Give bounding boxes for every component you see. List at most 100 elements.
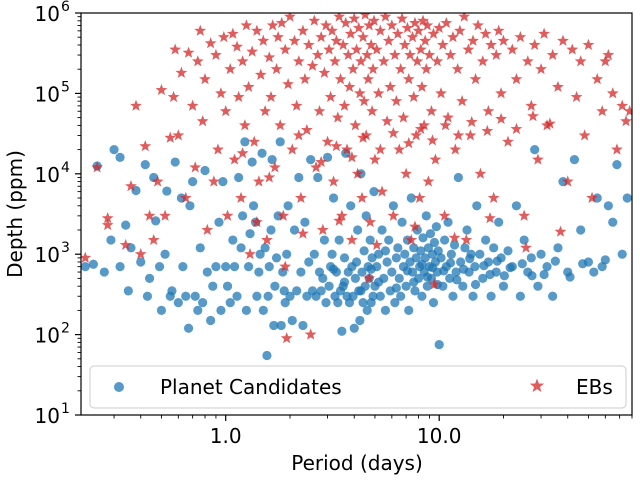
planet-candidate-point (511, 201, 522, 211)
planet-candidate-point (170, 157, 180, 167)
planet-candidate-point (222, 281, 233, 291)
planet-candidate-point (173, 298, 183, 308)
planet-candidate-point (422, 281, 432, 291)
planet-candidate-point (322, 152, 333, 162)
eb-point (528, 38, 541, 51)
eb-point (252, 175, 265, 187)
planet-candidate-point (416, 246, 426, 256)
planet-candidate-point (478, 273, 488, 283)
eb-point (447, 31, 459, 43)
eb-point (101, 218, 114, 231)
planet-candidate-point (328, 193, 339, 203)
planet-candidate-point (257, 148, 267, 158)
planet-candidate-point (271, 253, 282, 263)
planet-candidate-point (366, 264, 376, 274)
planet-candidate-point (264, 262, 274, 272)
planet-candidate-point (160, 249, 170, 259)
eb-point (440, 16, 453, 29)
eb-point (552, 80, 564, 93)
planet-candidate-point (396, 291, 406, 301)
planet-candidate-point (328, 264, 339, 274)
eb-point (345, 233, 358, 246)
eb-point (476, 55, 489, 67)
planet-candidate-point (489, 243, 499, 253)
planet-candidate-point (393, 243, 403, 253)
eb-point (420, 63, 433, 75)
eb-point (417, 14, 429, 26)
planet-candidate-point (248, 201, 259, 211)
eb-point (164, 131, 177, 143)
eb-point (242, 80, 255, 93)
eb-point (350, 43, 363, 55)
planet-candidate-point (600, 255, 610, 265)
planet-candidate-point (361, 211, 371, 221)
series-ebs (81, 13, 632, 344)
eb-point (151, 175, 164, 187)
legend-marker-ebs (529, 378, 545, 393)
planet-candidate-point (333, 298, 343, 308)
planet-candidate-point (458, 264, 469, 274)
eb-point (374, 143, 387, 155)
eb-point (196, 115, 209, 127)
eb-point (387, 126, 400, 139)
eb-point (266, 19, 279, 31)
eb-point (323, 43, 335, 55)
planet-candidate-point (409, 243, 419, 253)
eb-point (570, 90, 583, 103)
planet-candidate-point (115, 152, 125, 162)
planet-candidate-point (181, 291, 191, 301)
eb-point (362, 73, 375, 85)
planet-candidate-point (417, 291, 427, 301)
eb-point (254, 68, 267, 80)
y-tick-base: 10 (35, 324, 60, 348)
planet-candidate-point (356, 286, 366, 296)
planet-candidate-point (533, 281, 543, 291)
planet-candidate-point (548, 291, 558, 301)
eb-point (428, 278, 441, 290)
planet-candidate-point (443, 217, 453, 227)
eb-point (294, 191, 307, 204)
planet-candidate-point (499, 271, 509, 281)
eb-point (228, 153, 241, 165)
planet-candidate-point (445, 273, 455, 283)
eb-point (360, 129, 373, 141)
planet-candidate-point (350, 273, 360, 283)
eb-point (442, 111, 454, 123)
planet-candidate-point (337, 326, 347, 336)
eb-point (484, 212, 496, 224)
planet-candidate-point (216, 305, 226, 315)
eb-point (521, 55, 534, 67)
planet-candidate-point (539, 269, 549, 280)
planet-candidate-point (304, 257, 314, 267)
planet-candidate-point (263, 291, 273, 301)
planet-candidate-point (452, 275, 462, 285)
eb-point (155, 83, 168, 96)
eb-point (308, 14, 321, 26)
eb-point (578, 129, 591, 141)
eb-point (189, 161, 202, 173)
eb-point (425, 105, 438, 117)
planet-candidate-point (285, 291, 295, 301)
eb-point (277, 209, 290, 221)
eb-point (172, 129, 185, 141)
eb-point (286, 143, 299, 155)
eb-point (302, 38, 315, 51)
eb-point (599, 55, 612, 67)
planet-candidate-point (550, 256, 560, 266)
eb-point (410, 129, 423, 141)
planet-candidate-point (622, 193, 632, 203)
planet-candidate-point (156, 305, 167, 315)
eb-point (402, 137, 415, 149)
planet-candidate-point (436, 253, 446, 263)
planet-candidate-point (519, 235, 529, 245)
eb-point (159, 209, 171, 221)
planet-candidate-point (417, 259, 427, 269)
planet-candidate-point (406, 193, 416, 203)
eb-point (297, 227, 309, 239)
legend-marker-planet-candidates (114, 382, 124, 392)
eb-point (304, 328, 317, 340)
planet-candidate-point (214, 217, 224, 227)
planet-candidate-point (254, 267, 264, 277)
planet-candidate-point (167, 286, 177, 296)
